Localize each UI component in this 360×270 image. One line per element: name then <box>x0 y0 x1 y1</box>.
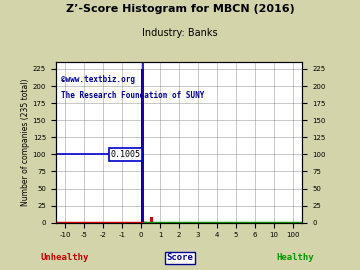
Text: Healthy: Healthy <box>276 253 314 262</box>
Text: Score: Score <box>167 253 193 262</box>
Text: 0.1005: 0.1005 <box>110 150 140 159</box>
Bar <box>143 221 144 223</box>
Text: The Research Foundation of SUNY: The Research Foundation of SUNY <box>61 91 204 100</box>
Text: ©www.textbiz.org: ©www.textbiz.org <box>61 75 135 84</box>
Text: Industry: Banks: Industry: Banks <box>142 28 218 38</box>
Y-axis label: Number of companies (235 total): Number of companies (235 total) <box>21 79 30 206</box>
Bar <box>141 69 144 223</box>
Text: Z’-Score Histogram for MBCN (2016): Z’-Score Histogram for MBCN (2016) <box>66 4 294 14</box>
Bar <box>150 217 153 223</box>
Bar <box>142 69 144 223</box>
Text: Unhealthy: Unhealthy <box>41 253 89 262</box>
